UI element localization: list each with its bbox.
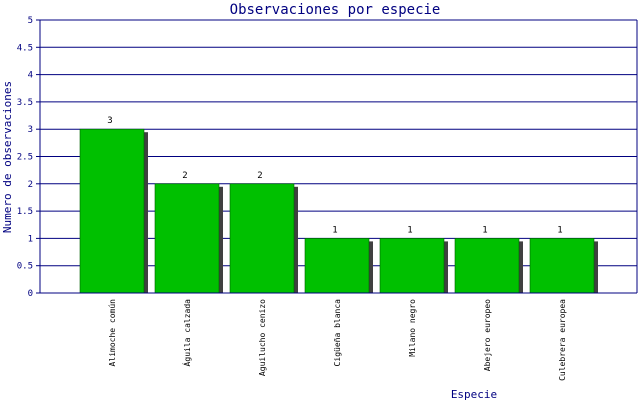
y-tick-label: 0.5 <box>17 262 33 272</box>
bar <box>229 183 295 294</box>
bar <box>454 238 520 294</box>
x-tick-label: Águila calzada <box>181 299 192 367</box>
data-label: 2 <box>182 171 187 181</box>
bar <box>154 183 220 294</box>
y-tick-label: 0 <box>28 289 33 299</box>
data-label: 1 <box>482 225 487 235</box>
y-tick-label: 4 <box>28 71 33 81</box>
bar <box>304 238 370 294</box>
x-tick-label: Abejero europeo <box>483 299 492 371</box>
data-label: 2 <box>257 171 262 181</box>
data-label: 3 <box>107 116 112 126</box>
y-tick-labels: 0 0.5 1 1.5 2 2.5 3 3.5 4 4.5 5 <box>17 16 33 299</box>
y-tick-label: 2 <box>28 180 33 190</box>
x-tick-label: Culebrera europea <box>558 299 567 381</box>
x-axis-label: Especie <box>451 388 497 400</box>
y-tick-label: 5 <box>28 16 33 26</box>
y-tick-label: 4.5 <box>17 43 33 53</box>
bars <box>79 128 598 294</box>
x-tick-label: Milano negro <box>408 299 417 357</box>
y-tick-label: 1.5 <box>17 207 33 217</box>
x-tick-labels: Alimoche común Águila calzada Aguilucho ce… <box>108 299 567 381</box>
axes <box>39 20 638 294</box>
data-label: 1 <box>407 225 412 235</box>
chart-title: Observaciones por especie <box>230 2 441 18</box>
bar <box>529 238 595 294</box>
x-tick-label: Aguilucho cenizo <box>258 299 267 376</box>
y-tick-label: 1 <box>28 234 33 244</box>
x-tick-label: Cigüeña blanca <box>333 299 342 367</box>
data-label: 1 <box>332 225 337 235</box>
y-axis-label: Numero de observaciones <box>1 81 14 233</box>
y-tick-label: 3.5 <box>17 98 33 108</box>
y-tick-label: 3 <box>28 125 33 135</box>
y-tick-label: 2.5 <box>17 153 33 163</box>
data-label: 1 <box>557 225 562 235</box>
bar <box>379 238 445 294</box>
x-tick-label: Alimoche común <box>108 299 117 367</box>
bar <box>79 128 145 294</box>
data-labels: 3 2 2 1 1 1 1 <box>107 116 562 235</box>
